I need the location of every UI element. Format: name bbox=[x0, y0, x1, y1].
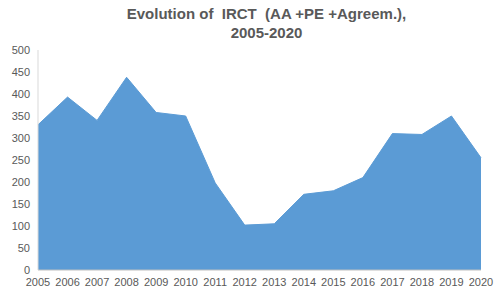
svg-text:2016: 2016 bbox=[351, 276, 375, 288]
svg-text:2009: 2009 bbox=[144, 276, 168, 288]
svg-text:0: 0 bbox=[24, 264, 30, 276]
svg-text:150: 150 bbox=[12, 198, 30, 210]
svg-text:2017: 2017 bbox=[380, 276, 404, 288]
svg-text:50: 50 bbox=[18, 242, 30, 254]
svg-text:300: 300 bbox=[12, 132, 30, 144]
svg-text:350: 350 bbox=[12, 110, 30, 122]
svg-text:500: 500 bbox=[12, 44, 30, 56]
svg-text:2013: 2013 bbox=[262, 276, 286, 288]
svg-text:400: 400 bbox=[12, 88, 30, 100]
html-text:Evolution of IRCT (AA +PE +Agr: Evolution of IRCT (AA +PE +Agreem.), bbox=[126, 5, 407, 22]
svg-text:2005: 2005 bbox=[26, 276, 50, 288]
html-text:2005-2020: 2005-2020 bbox=[230, 24, 303, 41]
svg-text:2006: 2006 bbox=[55, 276, 79, 288]
svg-text:2010: 2010 bbox=[173, 276, 197, 288]
svg-text:2014: 2014 bbox=[292, 276, 316, 288]
svg-text:2020: 2020 bbox=[469, 276, 493, 288]
svg-text:2008: 2008 bbox=[114, 276, 138, 288]
svg-text:2011: 2011 bbox=[203, 276, 227, 288]
svg-text:200: 200 bbox=[12, 176, 30, 188]
svg-text:2018: 2018 bbox=[410, 276, 434, 288]
svg-text:2019: 2019 bbox=[439, 276, 463, 288]
svg-text:450: 450 bbox=[12, 66, 30, 78]
svg-text:2007: 2007 bbox=[85, 276, 109, 288]
svg-text:2012: 2012 bbox=[232, 276, 256, 288]
svg-text:2015: 2015 bbox=[321, 276, 345, 288]
svg-text:100: 100 bbox=[12, 220, 30, 232]
svg-text:250: 250 bbox=[12, 154, 30, 166]
